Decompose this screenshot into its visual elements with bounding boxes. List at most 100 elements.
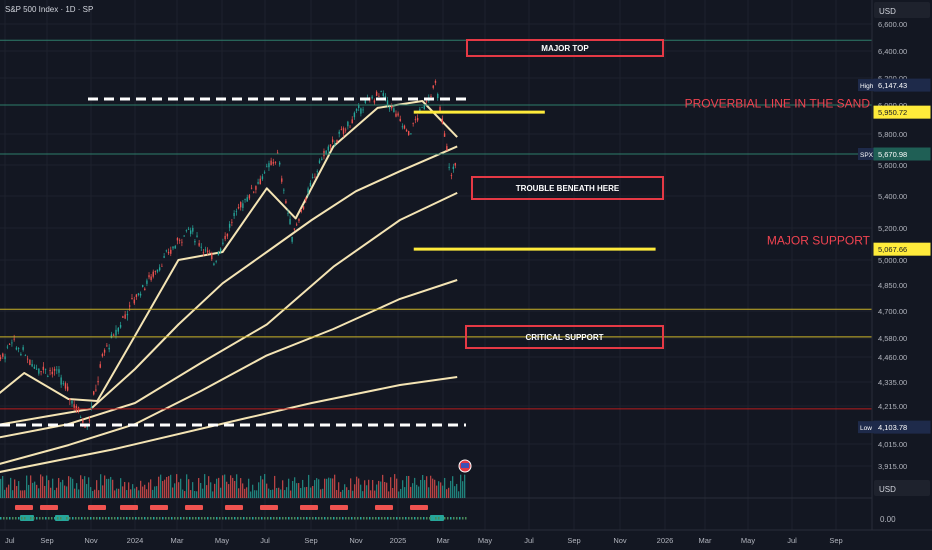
volume-bar [320, 489, 322, 498]
volume-bar [460, 474, 462, 498]
candle-body [454, 163, 456, 166]
price-label-bg-0 [873, 78, 931, 92]
price-series [0, 79, 456, 430]
volume-bar [116, 488, 118, 498]
candle-body [325, 150, 327, 155]
volume-bar [90, 487, 92, 498]
oscillator-dot [27, 517, 29, 520]
candle-body [416, 117, 419, 121]
annotation-box-0[interactable] [466, 39, 664, 57]
volume-bar [136, 486, 138, 498]
volume-bar [258, 482, 260, 498]
oscillator-dot [18, 517, 20, 520]
oscillator-dot [318, 517, 320, 520]
candle-body [189, 230, 192, 234]
oscillator-dot [231, 517, 233, 520]
candle-body [291, 236, 293, 242]
oscillator-dot [0, 517, 2, 520]
horizontal-lines[interactable] [0, 39, 872, 410]
volume-bar [180, 478, 182, 498]
volume-bar [98, 490, 100, 498]
volume-bar [318, 479, 320, 498]
oscillator-dot [360, 517, 362, 520]
candle-body [263, 172, 266, 174]
volume-bar [334, 474, 336, 498]
oscillator-dot [135, 517, 137, 520]
price-axis[interactable]: 6,600.00 6,400.00 6,200.00 6,000.00 5,800.00… [878, 20, 907, 471]
volume-bar [260, 475, 262, 498]
volume-bar [242, 483, 244, 498]
candle-body [66, 386, 69, 391]
oscillator-dot [177, 517, 179, 520]
candle-body [307, 188, 309, 193]
annotation-box-1[interactable] [471, 176, 664, 200]
candle-body [298, 219, 300, 221]
volume-bar [440, 482, 442, 498]
signal-marker-sell [300, 505, 318, 510]
x-tick-label: Nov [84, 536, 98, 545]
candle-body [401, 126, 404, 128]
candle-body [187, 228, 190, 230]
oscillator-dot [351, 517, 353, 520]
volume-bar [278, 487, 280, 498]
volume-bar [228, 484, 230, 498]
volume-bar [22, 490, 24, 498]
signal-marker-sell [120, 505, 138, 510]
currency-top-box[interactable] [874, 2, 930, 18]
volume-bar [80, 475, 82, 498]
candle-body [274, 162, 277, 164]
volume-bar [82, 479, 84, 498]
volume-bar [96, 480, 98, 498]
oscillator-dot [414, 517, 416, 520]
volume-bar [330, 478, 332, 498]
candle-body [6, 346, 9, 348]
candle-body [347, 121, 349, 127]
volume-bar [296, 483, 298, 498]
volume-bar [436, 485, 438, 498]
oscillator-dot [105, 517, 107, 520]
oscillator-dot [108, 517, 110, 520]
oscillator-dot [168, 517, 170, 520]
volume-bar [294, 477, 296, 498]
volume-bar [286, 487, 288, 498]
oscillator-dot [438, 517, 440, 520]
candle-body [192, 227, 194, 232]
candle-body [403, 125, 406, 129]
time-axis[interactable]: Jul Sep Nov 2024 Mar May Jul Sep Nov 2025 Mar May Ju… [5, 536, 843, 545]
oscillator-dot [321, 517, 323, 520]
volume-bar [132, 484, 134, 498]
candle-body [13, 338, 15, 340]
oscillator-dot [366, 517, 368, 520]
annotation-text-4: MAJOR SUPPORT [767, 234, 871, 248]
candle-body [101, 353, 104, 357]
signal-marker-sell [225, 505, 243, 510]
currency-bottom-box[interactable] [874, 480, 930, 496]
volume-bar [264, 474, 266, 498]
volume-bar [12, 490, 14, 498]
price-tag-0: High [860, 83, 874, 90]
volume-bar [374, 490, 376, 498]
oscillator-dot [207, 517, 209, 520]
volume-bar [174, 483, 176, 498]
volume-bar [418, 486, 420, 498]
candle-body [244, 198, 246, 200]
candle-body [165, 250, 168, 252]
candle-body [213, 263, 215, 265]
volume-bar [314, 480, 316, 498]
candle-body [248, 195, 251, 199]
volume-bar [372, 479, 374, 498]
oscillator-dot [270, 517, 272, 520]
oscillator-dot [279, 517, 281, 520]
annotation-box-2[interactable] [465, 325, 664, 349]
candle-body [8, 344, 11, 345]
candle-body [419, 108, 421, 112]
volume-bar [382, 474, 384, 498]
oscillator-dot [141, 517, 143, 520]
x-tick-label: 2024 [127, 536, 144, 545]
oscillator-dot [297, 517, 299, 520]
oscillator-dot [258, 517, 260, 520]
volume-bar [0, 478, 2, 498]
volume-bar [378, 480, 380, 498]
oscillator-dot [114, 517, 116, 520]
